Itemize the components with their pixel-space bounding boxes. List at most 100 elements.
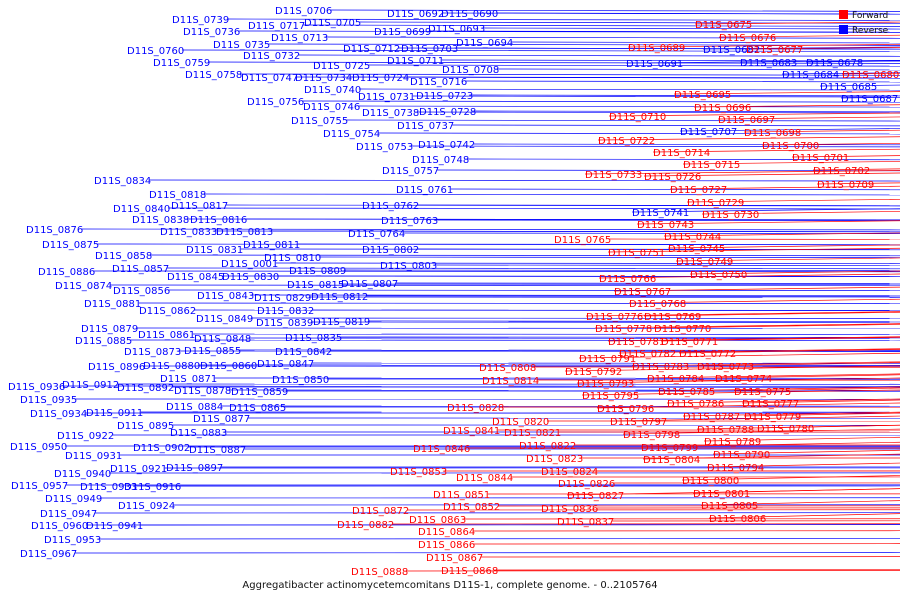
gene-label: D11S_0750 [690, 270, 747, 281]
gene-label: D11S_0821 [504, 428, 561, 439]
leader-line [463, 518, 900, 520]
gene-label: D11S_0834 [94, 176, 151, 187]
leader-line [663, 232, 900, 237]
gene-label: D11S_0694 [456, 38, 513, 49]
leader-line [608, 238, 900, 240]
leader-line [706, 462, 900, 468]
gene-label: D11S_0855 [184, 346, 241, 357]
leader-line [203, 193, 900, 196]
gene-label: D11S_0810 [264, 253, 321, 264]
leader-line [700, 500, 900, 506]
gene-label: D11S_0782 [619, 349, 676, 360]
leader-line [226, 18, 900, 21]
gene-label: D11S_0911 [86, 408, 143, 419]
gene-label: D11S_0763 [381, 216, 438, 227]
gene-label: D11S_0771 [661, 337, 718, 348]
leader-line [451, 124, 900, 127]
gene-label: D11S_0835 [285, 333, 342, 344]
gene-label: D11S_0700 [762, 141, 819, 152]
gene-label: D11S_0729 [687, 198, 744, 209]
gene-label: D11S_0877 [193, 414, 250, 425]
leader-line [129, 339, 900, 341]
gene-label: D11S_0754 [323, 129, 380, 140]
leader-line [301, 100, 900, 103]
gene-label: D11S_0847 [257, 359, 314, 370]
gene-label: D11S_0872 [352, 506, 409, 517]
leader-line [618, 348, 900, 354]
leader-line [703, 436, 900, 442]
leader-line [140, 524, 900, 526]
gene-label: D11S_0867 [426, 553, 483, 564]
gene-label: D11S_0846 [413, 444, 470, 455]
gene-label: D11S_0685 [820, 82, 877, 93]
gene-label: D11S_0795 [582, 391, 639, 402]
gene-label: D11S_0701 [792, 153, 849, 164]
gene-label: D11S_0922 [57, 431, 114, 442]
leader-line [675, 257, 900, 262]
leader-line [631, 208, 900, 213]
leader-line [109, 284, 900, 287]
gene-label: D11S_0787 [683, 412, 740, 423]
gene-label: D11S_0843 [197, 291, 254, 302]
gene-label: D11S_0774 [715, 374, 772, 385]
gene-label: D11S_0820 [492, 417, 549, 428]
gene-label: D11S_0921 [110, 464, 167, 475]
leader-line [172, 504, 900, 506]
leader-line [576, 377, 900, 384]
gene-label: D11S_0776 [586, 312, 643, 323]
leader-line [311, 362, 900, 364]
gene-label: D11S_0936 [8, 382, 65, 393]
leader-line [613, 286, 900, 292]
gene-label: D11S_0931 [65, 451, 122, 462]
gene-label: D11S_0941 [86, 521, 143, 532]
leader-line [643, 172, 900, 177]
gene-label: D11S_0692 [387, 9, 444, 20]
gene-label: D11S_0864 [418, 527, 475, 538]
gene-label: D11S_0866 [418, 540, 475, 551]
leader-line [276, 275, 900, 277]
leader-line [673, 91, 900, 95]
gene-label: D11S_0817 [171, 201, 228, 212]
leader-line [611, 520, 900, 522]
leader-line [594, 323, 900, 329]
leader-line [410, 145, 900, 148]
gene-label: D11S_0726 [644, 172, 701, 183]
gene-label: D11S_0967 [20, 549, 77, 560]
gene-label: D11S_0836 [541, 504, 598, 515]
gene-label: D11S_0744 [664, 232, 721, 243]
gene-label: D11S_0717 [248, 21, 305, 32]
leader-line [472, 543, 900, 545]
gene-label: D11S_0773 [697, 362, 754, 373]
leader-line [142, 365, 900, 367]
map-caption: Aggregatibacter actinomycetemcomitans D1… [242, 580, 657, 591]
gene-label: D11S_0837 [557, 517, 614, 528]
gene-label: D11S_0849 [196, 314, 253, 325]
gene-label: D11S_0811 [243, 240, 300, 251]
gene-label: D11S_0772 [679, 349, 736, 360]
gene-label: D11S_0676 [719, 33, 776, 44]
gene-label: D11S_0780 [757, 424, 814, 435]
gene-label: D11S_0848 [194, 334, 251, 345]
gene-label: D11S_0707 [680, 127, 737, 138]
leader-line [657, 386, 900, 392]
gene-label: D11S_0699 [374, 27, 431, 38]
gene-label: D11S_0940 [54, 469, 111, 480]
gene-label: D11S_0793 [577, 379, 634, 390]
leader-line [358, 88, 900, 91]
leader-line [402, 232, 900, 235]
gene-label: D11S_0710 [609, 112, 666, 123]
leader-line [406, 509, 900, 511]
gene-label: D11S_0818 [149, 190, 206, 201]
gene-label: D11S_0829 [254, 293, 311, 304]
gene-label: D11S_0883 [170, 428, 227, 439]
gene-label: D11S_0803 [380, 261, 437, 272]
leader-line [192, 333, 900, 335]
gene-label: D11S_0687 [841, 94, 898, 105]
leader-line [466, 158, 900, 161]
gene-label: D11S_0888 [351, 567, 408, 578]
gene-label: D11S_0740 [304, 85, 361, 96]
gene-label: D11S_0862 [139, 306, 196, 317]
leader-line [689, 270, 900, 275]
leader-line [297, 54, 900, 57]
leader-line [94, 512, 900, 514]
